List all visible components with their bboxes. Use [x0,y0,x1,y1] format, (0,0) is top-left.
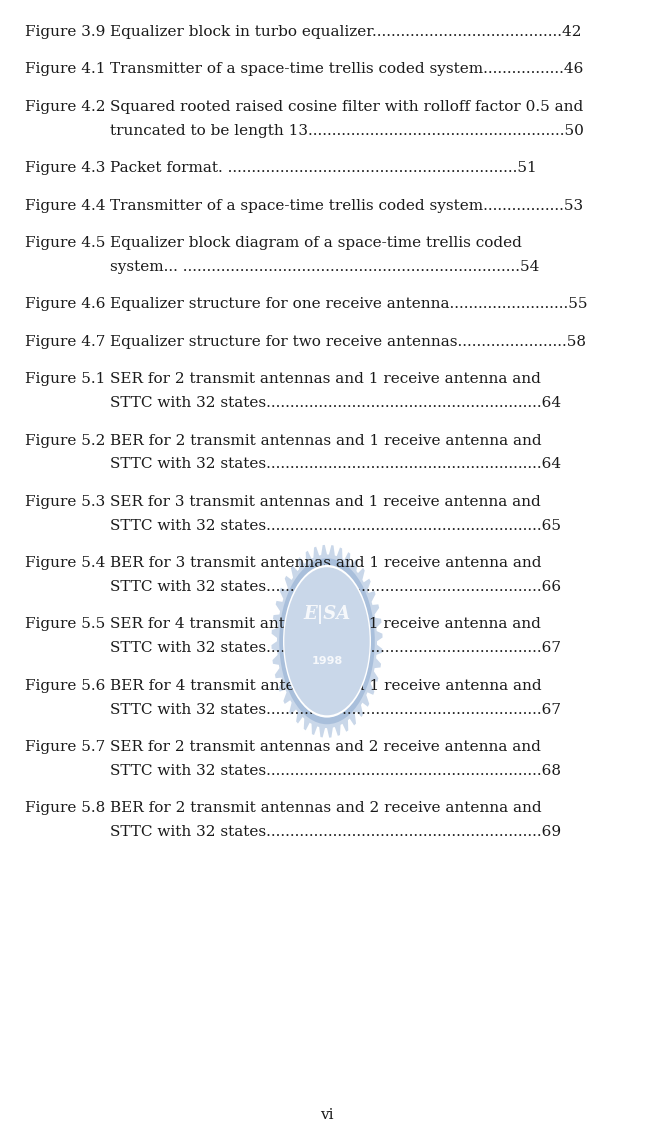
Circle shape [283,565,371,717]
Text: truncated to be length 13......................................................5: truncated to be length 13...............… [110,124,584,137]
Text: BER for 2 transmit antennas and 2 receive antenna and: BER for 2 transmit antennas and 2 receiv… [110,801,542,815]
Text: STTC with 32 states..........................................................64: STTC with 32 states.....................… [110,457,561,471]
Text: STTC with 32 states..........................................................68: STTC with 32 states.....................… [110,764,561,777]
Text: STTC with 32 states..........................................................66: STTC with 32 states.....................… [110,580,561,594]
Text: E|SA: E|SA [303,605,351,624]
Text: Figure 5.3: Figure 5.3 [25,495,105,508]
Text: system... ......................................................................: system... ..............................… [110,260,540,274]
Text: Figure 5.8: Figure 5.8 [25,801,105,815]
Text: Figure 5.5: Figure 5.5 [25,617,105,631]
Text: Equalizer structure for one receive antenna.........................55: Equalizer structure for one receive ante… [110,297,587,311]
Text: Equalizer block diagram of a space-time trellis coded: Equalizer block diagram of a space-time … [110,236,522,250]
Text: Packet format. .............................................................51: Packet format. .........................… [110,161,537,175]
Text: SER for 4 transmit antennas and 1 receive antenna and: SER for 4 transmit antennas and 1 receiv… [110,617,541,631]
Text: 1998: 1998 [311,656,343,665]
Text: Transmitter of a space-time trellis coded system.................53: Transmitter of a space-time trellis code… [110,199,583,212]
Text: Figure 4.7: Figure 4.7 [25,335,105,348]
Text: BER for 3 transmit antennas and 1 receive antenna and: BER for 3 transmit antennas and 1 receiv… [110,556,542,570]
Text: STTC with 32 states..........................................................65: STTC with 32 states.....................… [110,519,561,532]
Text: Figure 5.6: Figure 5.6 [25,679,105,692]
Text: vi: vi [320,1108,334,1121]
Text: Equalizer structure for two receive antennas.......................58: Equalizer structure for two receive ante… [110,335,586,348]
Text: Equalizer block in turbo equalizer........................................42: Equalizer block in turbo equalizer......… [110,25,581,39]
Text: STTC with 32 states..........................................................69: STTC with 32 states.....................… [110,825,561,839]
Text: SER for 3 transmit antennas and 1 receive antenna and: SER for 3 transmit antennas and 1 receiv… [110,495,541,508]
Text: SER for 2 transmit antennas and 1 receive antenna and: SER for 2 transmit antennas and 1 receiv… [110,372,541,386]
Text: Transmitter of a space-time trellis coded system.................46: Transmitter of a space-time trellis code… [110,62,583,76]
Text: Figure 5.7: Figure 5.7 [25,740,105,754]
Polygon shape [271,545,383,738]
Text: Figure 5.1: Figure 5.1 [25,372,105,386]
Text: STTC with 32 states..........................................................64: STTC with 32 states.....................… [110,396,561,410]
Text: STTC with 32 states..........................................................67: STTC with 32 states.....................… [110,641,561,655]
Text: Figure 4.4: Figure 4.4 [25,199,105,212]
Text: Figure 4.6: Figure 4.6 [25,297,105,311]
Text: BER for 4 transmit antennas and 1 receive antenna and: BER for 4 transmit antennas and 1 receiv… [110,679,542,692]
Text: Figure 4.5: Figure 4.5 [25,236,105,250]
Circle shape [279,558,375,724]
Text: STTC with 32 states..........................................................67: STTC with 32 states.....................… [110,703,561,716]
Text: Figure 3.9: Figure 3.9 [25,25,105,39]
Circle shape [284,568,370,715]
Text: Figure 5.2: Figure 5.2 [25,434,105,447]
Text: Figure 4.3: Figure 4.3 [25,161,105,175]
Text: Figure 4.2: Figure 4.2 [25,100,105,114]
Text: Figure 4.1: Figure 4.1 [25,62,105,76]
Text: Squared rooted raised cosine filter with rolloff factor 0.5 and: Squared rooted raised cosine filter with… [110,100,583,114]
Text: BER for 2 transmit antennas and 1 receive antenna and: BER for 2 transmit antennas and 1 receiv… [110,434,542,447]
Text: Figure 5.4: Figure 5.4 [25,556,105,570]
Text: SER for 2 transmit antennas and 2 receive antenna and: SER for 2 transmit antennas and 2 receiv… [110,740,541,754]
